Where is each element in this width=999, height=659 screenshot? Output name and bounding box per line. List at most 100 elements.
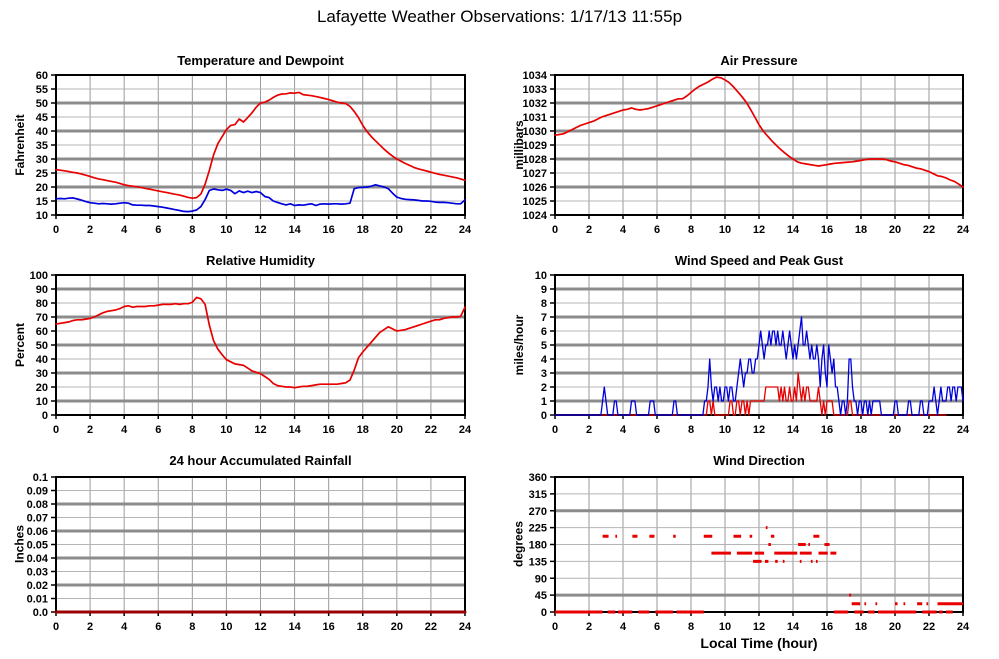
svg-text:14: 14 (787, 224, 800, 236)
svg-text:8: 8 (189, 621, 195, 633)
svg-text:360: 360 (529, 472, 547, 484)
svg-text:15: 15 (36, 196, 48, 208)
svg-text:10: 10 (535, 270, 547, 282)
svg-text:315: 315 (529, 489, 547, 501)
svg-text:0: 0 (541, 410, 547, 422)
svg-text:22: 22 (923, 424, 935, 436)
svg-text:4: 4 (121, 224, 128, 236)
svg-text:0.06: 0.06 (27, 526, 48, 538)
accumulated-rainfall-plot: 0.00.01 0.020.03 0.040.05 0.060.07 0.080.09 0… (27, 472, 472, 633)
svg-text:18: 18 (357, 224, 369, 236)
svg-text:4: 4 (620, 424, 627, 436)
svg-text:7: 7 (541, 312, 547, 324)
svg-text:1025: 1025 (523, 196, 547, 208)
svg-text:25: 25 (36, 168, 48, 180)
svg-text:20: 20 (36, 182, 48, 194)
svg-text:18: 18 (357, 621, 369, 633)
svg-text:4: 4 (620, 621, 627, 633)
svg-text:12: 12 (753, 621, 765, 633)
svg-text:14: 14 (787, 424, 800, 436)
svg-text:2: 2 (586, 621, 592, 633)
chart-title-air-pressure: Air Pressure (720, 53, 798, 68)
svg-text:24: 24 (459, 424, 472, 436)
svg-text:10: 10 (36, 210, 48, 222)
svg-text:20: 20 (889, 621, 901, 633)
svg-text:6: 6 (654, 621, 660, 633)
svg-text:10: 10 (220, 224, 232, 236)
chart-title-wind-direction: Wind Direction (713, 453, 805, 468)
svg-text:2: 2 (586, 224, 592, 236)
svg-text:60: 60 (36, 326, 48, 338)
svg-text:10: 10 (719, 224, 731, 236)
svg-text:0: 0 (552, 224, 558, 236)
svg-text:20: 20 (391, 424, 403, 436)
svg-text:40: 40 (36, 354, 48, 366)
svg-text:0: 0 (42, 410, 48, 422)
svg-text:0.08: 0.08 (27, 499, 48, 511)
svg-text:1034: 1034 (523, 70, 548, 82)
air-pressure-plot: 1024102510261027102810291030103110321033… (523, 70, 970, 236)
svg-text:5: 5 (541, 340, 547, 352)
svg-text:22: 22 (425, 424, 437, 436)
svg-text:24: 24 (459, 224, 472, 236)
svg-text:0.05: 0.05 (27, 540, 48, 552)
chart-title-accumulated-rainfall: 24 hour Accumulated Rainfall (169, 453, 352, 468)
svg-text:16: 16 (323, 424, 335, 436)
svg-text:18: 18 (357, 424, 369, 436)
svg-text:12: 12 (753, 224, 765, 236)
svg-text:14: 14 (288, 621, 301, 633)
svg-text:20: 20 (36, 382, 48, 394)
svg-text:2: 2 (87, 224, 93, 236)
svg-text:2: 2 (87, 621, 93, 633)
svg-text:4: 4 (121, 621, 128, 633)
svg-text:50: 50 (36, 340, 48, 352)
svg-text:22: 22 (923, 224, 935, 236)
svg-text:0.04: 0.04 (27, 553, 49, 565)
svg-text:8: 8 (189, 424, 195, 436)
svg-text:14: 14 (288, 224, 301, 236)
svg-text:12: 12 (254, 224, 266, 236)
svg-text:60: 60 (36, 70, 48, 82)
svg-text:16: 16 (821, 621, 833, 633)
svg-text:8: 8 (688, 224, 694, 236)
svg-text:4: 4 (620, 224, 627, 236)
svg-text:12: 12 (254, 621, 266, 633)
svg-text:16: 16 (821, 224, 833, 236)
svg-text:70: 70 (36, 312, 48, 324)
svg-text:0.02: 0.02 (27, 580, 48, 592)
svg-text:0: 0 (53, 224, 59, 236)
svg-text:90: 90 (535, 573, 547, 585)
svg-text:12: 12 (254, 424, 266, 436)
svg-text:12: 12 (753, 424, 765, 436)
svg-text:10: 10 (220, 424, 232, 436)
svg-text:2: 2 (586, 424, 592, 436)
svg-text:1033: 1033 (523, 84, 547, 96)
svg-text:6: 6 (654, 424, 660, 436)
svg-text:18: 18 (855, 424, 867, 436)
svg-text:80: 80 (36, 298, 48, 310)
svg-text:20: 20 (391, 621, 403, 633)
svg-text:6: 6 (541, 326, 547, 338)
svg-text:10: 10 (36, 396, 48, 408)
svg-text:8: 8 (688, 621, 694, 633)
svg-text:1027: 1027 (523, 168, 547, 180)
svg-text:20: 20 (889, 224, 901, 236)
svg-text:20: 20 (391, 224, 403, 236)
svg-text:4: 4 (121, 424, 128, 436)
svg-text:0: 0 (552, 424, 558, 436)
svg-text:16: 16 (323, 224, 335, 236)
svg-text:6: 6 (155, 224, 161, 236)
svg-text:35: 35 (36, 140, 48, 152)
svg-text:30: 30 (36, 368, 48, 380)
svg-text:16: 16 (323, 621, 335, 633)
svg-text:0: 0 (53, 424, 59, 436)
svg-text:1032: 1032 (523, 98, 547, 110)
svg-text:8: 8 (541, 298, 547, 310)
svg-text:0.0: 0.0 (33, 607, 48, 619)
svg-text:1030: 1030 (523, 126, 547, 138)
svg-text:1024: 1024 (523, 210, 548, 222)
svg-text:14: 14 (288, 424, 301, 436)
svg-text:0.1: 0.1 (33, 472, 48, 484)
